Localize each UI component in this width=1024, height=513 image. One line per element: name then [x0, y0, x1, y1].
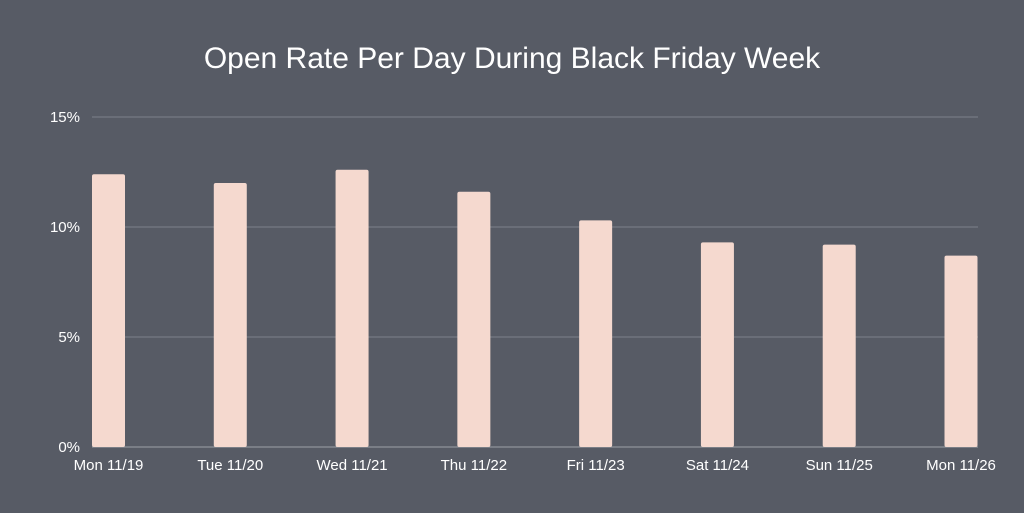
y-tick-label: 5%: [58, 329, 80, 346]
bar: [822, 244, 856, 447]
y-axis-tick-labels: 0% 5% 10% 15%: [50, 109, 80, 456]
bar: [579, 220, 613, 447]
x-tick-label: Mon 11/19: [74, 457, 144, 474]
x-tick-label: Sun 11/25: [806, 457, 873, 474]
x-tick-label: Fri 11/23: [567, 457, 625, 474]
bar: [944, 255, 978, 447]
bar: [213, 183, 247, 447]
bar: [457, 191, 491, 447]
y-tick-label: 0%: [58, 439, 80, 456]
x-tick-label: Wed 11/21: [316, 457, 387, 474]
x-tick-label: Thu 11/22: [441, 457, 507, 474]
bar: [700, 242, 734, 447]
bar: [335, 169, 369, 448]
x-tick-label: Mon 11/26: [926, 457, 996, 474]
bars: [92, 169, 978, 448]
x-tick-label: Tue 11/20: [197, 457, 263, 474]
x-tick-label: Sat 11/24: [686, 457, 749, 474]
x-axis-tick-labels: Mon 11/19 Tue 11/20 Wed 11/21 Thu 11/22 Fri …: [74, 457, 996, 474]
y-tick-label: 15%: [50, 109, 80, 126]
chart-title: Open Rate Per Day During Black Friday We…: [204, 42, 821, 75]
y-tick-label: 10%: [50, 219, 80, 236]
bar: [92, 174, 125, 447]
